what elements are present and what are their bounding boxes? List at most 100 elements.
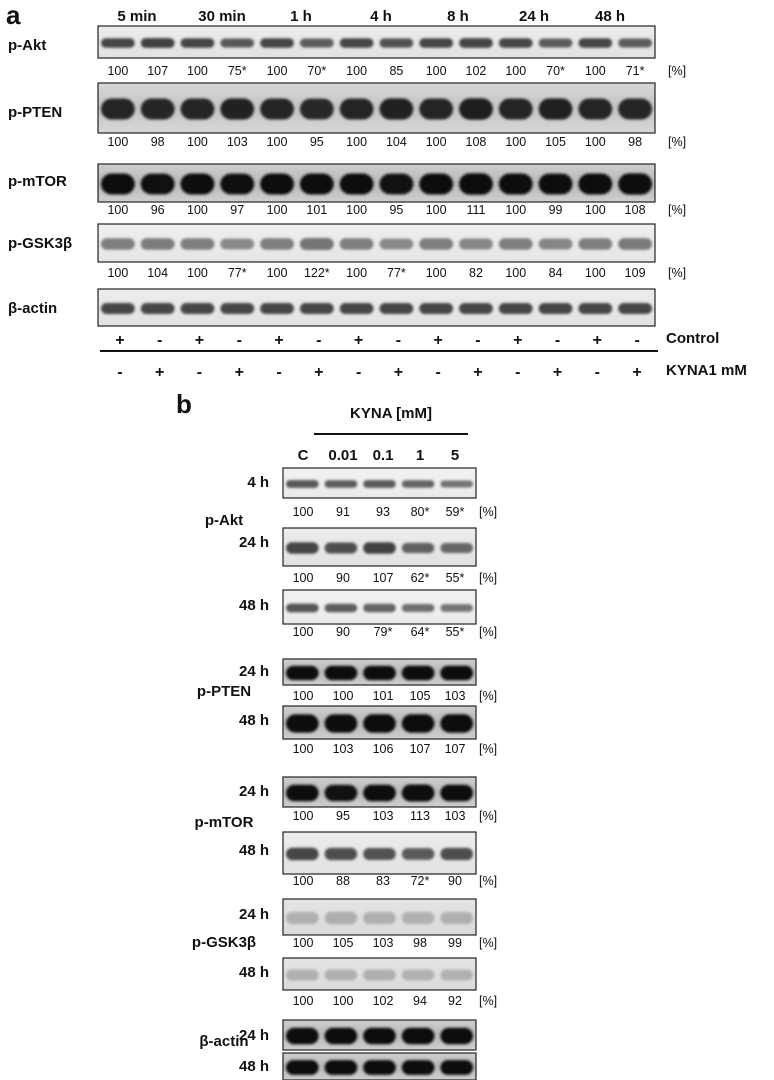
quant-value: 100 bbox=[107, 203, 128, 217]
blot-band bbox=[324, 847, 358, 861]
quant-value: 107 bbox=[373, 571, 394, 585]
quant-value: 100 bbox=[107, 266, 128, 280]
quant-value: 95 bbox=[389, 203, 403, 217]
quant-value: 104 bbox=[147, 266, 168, 280]
control-sign: + bbox=[434, 332, 443, 349]
blot-band bbox=[101, 38, 135, 48]
quant-value: 101 bbox=[373, 689, 394, 703]
blot-band bbox=[578, 302, 613, 315]
quant-value: 104 bbox=[386, 135, 407, 149]
quant-value: 84 bbox=[549, 266, 563, 280]
quant-value: 100 bbox=[333, 994, 354, 1008]
control-sign: - bbox=[157, 332, 162, 349]
percent-unit: [%] bbox=[479, 809, 497, 823]
blot-band bbox=[379, 238, 414, 250]
panel-b-protein-labels: p-Akt 4 h 24 h 48 h p-PTEN 24 h 48 h p-mTOR 24 h… bbox=[192, 474, 269, 1075]
quant-value: 100 bbox=[293, 571, 314, 585]
quant-value: 100 bbox=[187, 203, 208, 217]
row-label-p-gsk3b: p-GSK3β bbox=[8, 235, 72, 252]
blot-band bbox=[180, 302, 215, 315]
blot-band bbox=[101, 238, 135, 250]
blot-band bbox=[140, 302, 175, 315]
quant-value: 100 bbox=[505, 135, 526, 149]
blot-band bbox=[498, 302, 533, 315]
time-label: 48 h bbox=[239, 712, 269, 729]
kyna-sign: - bbox=[197, 364, 202, 381]
quant-value: 100 bbox=[107, 135, 128, 149]
percent-unit: [%] bbox=[668, 64, 686, 78]
quant-value: 82 bbox=[469, 266, 483, 280]
control-sign: + bbox=[195, 332, 204, 349]
control-sign: + bbox=[354, 332, 363, 349]
quant-value: 103 bbox=[373, 936, 394, 950]
quant-value: 85 bbox=[389, 64, 403, 78]
time-label: 24 h bbox=[239, 534, 269, 551]
blot-band bbox=[363, 911, 396, 925]
blot-band bbox=[286, 784, 319, 802]
quant-value: 100 bbox=[346, 64, 367, 78]
kyna-sign: + bbox=[394, 364, 403, 381]
row-label-p-mtor: p-mTOR bbox=[8, 173, 67, 190]
blot-strip bbox=[97, 25, 656, 59]
blot-strip bbox=[282, 898, 477, 936]
blot-band bbox=[339, 238, 374, 250]
blot-strip bbox=[282, 589, 477, 625]
blot-band bbox=[379, 302, 414, 315]
blot-band bbox=[140, 238, 175, 250]
quant-value: 101 bbox=[306, 203, 327, 217]
quant-value: 100 bbox=[187, 266, 208, 280]
quant-value: 72* bbox=[411, 874, 430, 888]
blot-band bbox=[324, 1027, 358, 1045]
blot-band bbox=[419, 98, 454, 120]
dose-column-label: C bbox=[298, 447, 309, 464]
timepoint-label: 8 h bbox=[447, 8, 469, 25]
panel-a-timepoints: 5 min 30 min 1 h 4 h 8 h 24 h 48 h bbox=[117, 8, 625, 25]
blot-band bbox=[401, 480, 435, 488]
quant-value: 99 bbox=[448, 936, 462, 950]
blot-band bbox=[363, 714, 396, 733]
quant-value: 64* bbox=[411, 625, 430, 639]
quant-value: 100 bbox=[426, 64, 447, 78]
quant-value: 100 bbox=[346, 203, 367, 217]
blot-band bbox=[379, 173, 414, 195]
blot-band bbox=[363, 1060, 396, 1075]
quant-value: 100 bbox=[333, 689, 354, 703]
blot-band bbox=[419, 173, 454, 195]
control-sign: - bbox=[237, 332, 242, 349]
blot-band bbox=[401, 848, 435, 860]
quant-value: 100 bbox=[585, 135, 606, 149]
blot-band bbox=[286, 847, 319, 861]
blot-band bbox=[286, 1060, 319, 1075]
quant-value: 97 bbox=[230, 203, 244, 217]
blot-band bbox=[440, 1027, 473, 1045]
percent-unit: [%] bbox=[479, 625, 497, 639]
quant-value: 100 bbox=[267, 266, 288, 280]
control-sign: + bbox=[115, 332, 124, 349]
quant-value: 100 bbox=[426, 203, 447, 217]
quant-value: 100 bbox=[293, 689, 314, 703]
kyna-sign: + bbox=[553, 364, 562, 381]
quant-value: 100 bbox=[585, 203, 606, 217]
quant-value: 100 bbox=[293, 742, 314, 756]
control-sign: - bbox=[634, 332, 639, 349]
quant-value: 100 bbox=[293, 625, 314, 639]
blot-band bbox=[363, 784, 396, 802]
blot-strip bbox=[282, 705, 477, 740]
blot-band bbox=[618, 173, 652, 195]
timepoint-label: 1 h bbox=[290, 8, 312, 25]
quant-value: 80* bbox=[411, 505, 430, 519]
blot-band bbox=[618, 98, 652, 120]
blot-band bbox=[578, 38, 613, 48]
control-sign: + bbox=[274, 332, 283, 349]
blot-band bbox=[363, 603, 396, 613]
blot-band bbox=[538, 98, 573, 120]
blot-strip bbox=[97, 223, 656, 263]
blot-band bbox=[379, 98, 414, 120]
blot-band bbox=[440, 1060, 473, 1075]
quant-value: 96 bbox=[151, 203, 165, 217]
quant-value: 100 bbox=[267, 203, 288, 217]
quant-value: 100 bbox=[505, 203, 526, 217]
kyna-sign: + bbox=[632, 364, 641, 381]
quant-value: 70* bbox=[546, 64, 565, 78]
